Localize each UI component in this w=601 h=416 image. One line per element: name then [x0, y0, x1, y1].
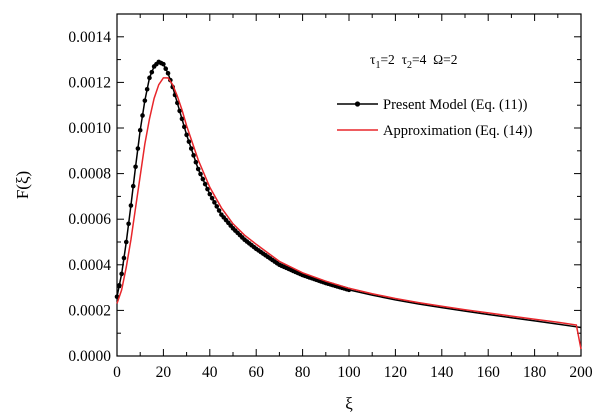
data-point-marker: [165, 70, 171, 76]
y-tick-label: 0.0010: [68, 120, 111, 137]
data-point-marker: [186, 139, 192, 144]
x-tick-label: 200: [569, 364, 593, 381]
data-point-marker: [202, 181, 208, 187]
data-point-marker: [179, 116, 185, 122]
parameter-annotation: τ1=2 τ2=4 Ω=2: [370, 52, 458, 71]
data-point-marker: [209, 195, 215, 201]
annotation-value: =4: [412, 52, 433, 67]
x-tick-label: 20: [156, 364, 172, 381]
data-point-marker: [184, 132, 189, 138]
annotation-value: =2: [380, 52, 401, 67]
annotation-symbol: τ: [370, 52, 376, 67]
data-point-marker: [149, 69, 155, 75]
data-point-marker: [140, 113, 145, 118]
x-tick-label: 140: [430, 364, 454, 381]
annotation-value: =2: [443, 52, 457, 67]
data-point-marker: [212, 200, 217, 205]
y-tick-label: 0.0014: [68, 29, 111, 46]
y-tick-label: 0.0002: [68, 302, 111, 319]
data-point-marker: [130, 183, 136, 189]
data-point-marker: [195, 166, 201, 172]
x-axis-label: ξ: [345, 394, 353, 413]
data-point-marker: [142, 98, 148, 103]
x-tick-label: 160: [477, 364, 501, 381]
series-line-1: [116, 77, 582, 350]
data-point-marker: [117, 283, 122, 288]
data-point-marker: [216, 208, 222, 213]
data-point-marker: [191, 153, 196, 158]
data-point-marker: [137, 127, 143, 133]
annotation-symbol: τ: [402, 52, 408, 67]
data-point-marker: [119, 271, 124, 277]
data-point-marker: [207, 191, 213, 197]
data-point-marker: [128, 203, 134, 208]
annotation-symbol: Ω: [433, 52, 443, 67]
data-point-marker: [163, 66, 169, 72]
data-point-marker: [147, 75, 152, 81]
legend: Present Model (Eq. (11)) Approximation (E…: [337, 97, 533, 139]
annotation-subscript: 2: [407, 60, 412, 71]
y-tick-label: 0.0000: [68, 348, 111, 365]
data-point-marker: [205, 186, 210, 192]
y-tick-label: 0.0012: [68, 74, 111, 91]
y-tick-label: 0.0004: [68, 257, 111, 274]
x-tick-label: 120: [384, 364, 408, 381]
x-tick-label: 100: [337, 364, 361, 381]
data-point-marker: [188, 146, 194, 151]
data-point-marker: [123, 239, 129, 245]
data-point-marker: [177, 108, 182, 114]
x-axis-ticks: 0 20 40 60 80 100 120 140 160 180 200: [113, 14, 593, 381]
data-point-marker: [135, 146, 141, 151]
y-tick-label: 0.0008: [68, 166, 111, 183]
legend-label-0: Present Model (Eq. (11)): [383, 97, 528, 113]
data-point-marker: [193, 159, 199, 165]
data-point-marker: [121, 255, 127, 261]
legend-marker: [354, 101, 361, 107]
data-point-marker: [181, 124, 187, 130]
data-point-marker: [198, 171, 203, 177]
x-tick-label: 60: [248, 364, 264, 381]
data-point-marker: [133, 164, 138, 170]
x-tick-label: 40: [202, 364, 218, 381]
y-axis-label: F(ξ): [13, 171, 32, 199]
data-point-marker: [200, 176, 206, 182]
x-tick-label: 180: [523, 364, 547, 381]
y-axis-ticks: 0.0000 0.0002 0.0004 0.0006 0.0008 0.0010 0.00…: [68, 29, 581, 365]
legend-label-1: Approximation (Eq. (14)): [383, 123, 533, 139]
data-point-marker: [161, 61, 166, 67]
series-layer: [114, 59, 582, 350]
data-point-marker: [214, 204, 220, 209]
plot-frame: [116, 13, 582, 357]
data-point-marker: [126, 221, 131, 227]
data-point-marker: [144, 86, 150, 92]
x-tick-label: 0: [113, 364, 121, 381]
y-tick-label: 0.0006: [68, 211, 111, 228]
x-tick-label: 80: [295, 364, 311, 381]
annotation-subscript: 1: [375, 60, 380, 71]
